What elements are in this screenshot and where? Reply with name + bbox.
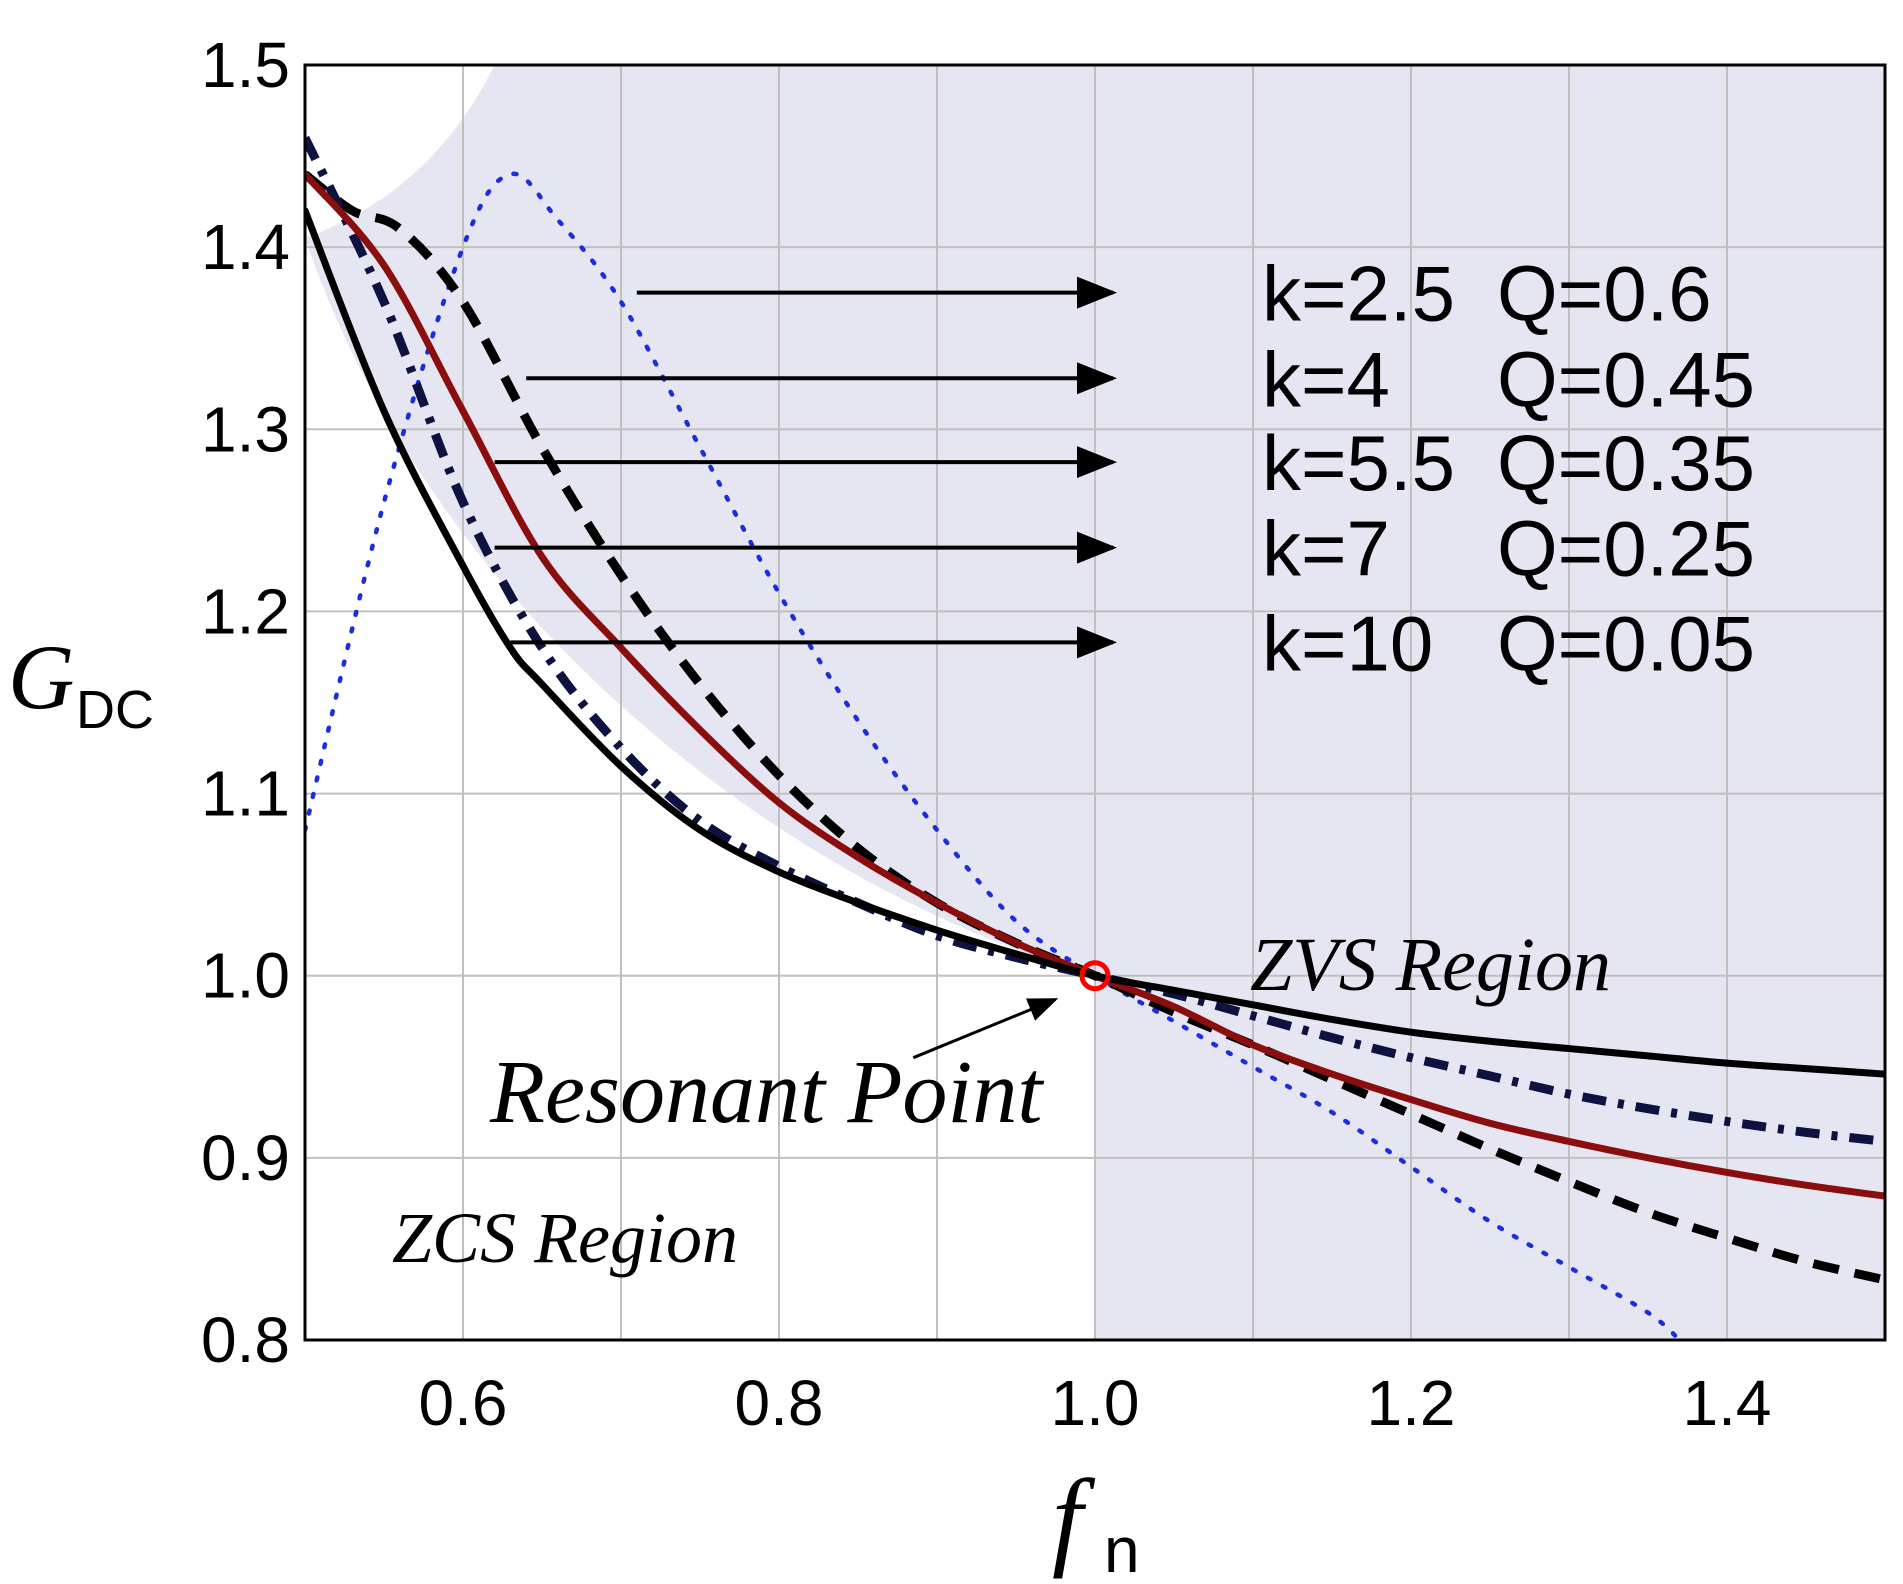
- zvs-region-label: ZVS Region: [1250, 923, 1611, 1007]
- resonant-point-marker: [1079, 960, 1111, 992]
- svg-text:f: f: [1052, 1457, 1096, 1579]
- y-axis-ticks: 0.8 0.9 1.0 1.1 1.2 1.3 1.4 1.5: [201, 29, 290, 1376]
- svg-text:G: G: [8, 626, 74, 728]
- series-layer: [305, 135, 1885, 1340]
- x-tick-label: 1.0: [1051, 1367, 1140, 1439]
- grid: [305, 65, 1885, 1340]
- resonant-point-arrow: [912, 998, 1059, 1060]
- legend-k-label: k=7: [1262, 505, 1390, 593]
- y-tick-label: 1.5: [201, 29, 290, 101]
- legend-q-label: Q=0.35: [1497, 419, 1755, 507]
- x-tick-label: 0.8: [735, 1367, 824, 1439]
- x-tick-label: 1.4: [1683, 1367, 1772, 1439]
- x-tick-label: 0.6: [419, 1367, 508, 1439]
- legend-k-label: k=5.5: [1262, 419, 1455, 507]
- legend-q-label: Q=0.6: [1497, 250, 1712, 338]
- series-line-1: [305, 171, 1682, 1340]
- resonant-point-label: Resonant Point: [489, 1043, 1044, 1142]
- legend-q-label: Q=0.05: [1497, 599, 1755, 687]
- x-tick-label: 1.2: [1367, 1367, 1456, 1439]
- y-axis-label: G DC: [8, 626, 154, 740]
- legend: k=2.5 Q=0.6 k=4 Q=0.45 k=5.5 Q=0.35 k=7 Q=0.25 k…: [494, 250, 1755, 687]
- y-tick-label: 0.8: [201, 1304, 290, 1376]
- legend-k-label: k=2.5: [1262, 250, 1455, 338]
- legend-q-label: Q=0.25: [1497, 505, 1755, 593]
- series-line-5: [305, 207, 1885, 1078]
- y-tick-label: 1.0: [201, 940, 290, 1012]
- legend-k-label: k=4: [1262, 335, 1390, 423]
- y-tick-label: 1.3: [201, 393, 290, 465]
- zcs-region-label: ZCS Region: [392, 1198, 738, 1278]
- svg-text:n: n: [1104, 1514, 1140, 1584]
- y-tick-label: 0.9: [201, 1122, 290, 1194]
- series-line-4: [305, 170, 1885, 1200]
- legend-k-label: k=10: [1262, 599, 1433, 687]
- plot-frame: [303, 63, 1887, 1342]
- legend-q-label: Q=0.45: [1497, 335, 1755, 423]
- y-tick-label: 1.2: [201, 575, 290, 647]
- svg-text:DC: DC: [76, 680, 154, 740]
- y-tick-label: 1.1: [201, 758, 290, 830]
- x-axis-label: f n: [1052, 1457, 1140, 1584]
- x-axis-ticks: 0.6 0.8 1.0 1.2 1.4: [419, 1367, 1772, 1439]
- y-tick-label: 1.4: [201, 211, 290, 283]
- annotations: ZVS Region Resonant Point ZCS Region: [392, 923, 1611, 1278]
